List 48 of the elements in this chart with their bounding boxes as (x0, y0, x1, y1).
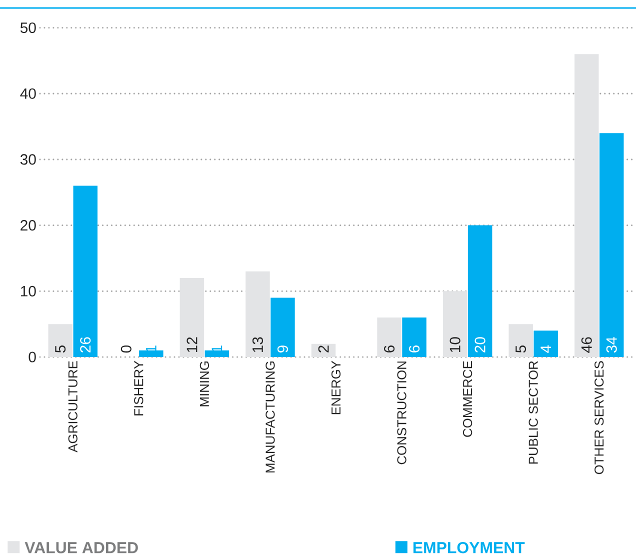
data-label: 0 (120, 345, 132, 353)
bar (534, 330, 558, 358)
data-label: 26 (80, 337, 91, 352)
data-label: 13 (252, 337, 264, 352)
y-tick-label: 0 (28, 352, 36, 362)
legend-label: VALUE ADDED (24, 542, 138, 554)
data-label: 6 (408, 346, 420, 352)
x-tick-label: MANUFACTURING (266, 361, 275, 472)
x-tick-label: FISHERY (134, 360, 144, 416)
y-tick-label: 20 (20, 220, 36, 231)
data-label: 10 (450, 337, 460, 352)
x-tick-label: OTHER SERVICES (594, 361, 604, 474)
bar (48, 324, 73, 358)
data-label: 4 (540, 345, 551, 353)
data-label: 5 (55, 345, 66, 353)
x-tick-label: CONSTRUCTION (397, 362, 406, 464)
y-tick-label: 10 (21, 286, 36, 296)
data-label: 34 (606, 336, 617, 353)
data-label: 12 (186, 337, 198, 352)
x-tick-label: MINING (200, 361, 210, 406)
bar (73, 186, 98, 358)
data-label: 5 (516, 345, 526, 353)
x-tick-label: PUBLIC SECTOR (528, 361, 538, 464)
bar (508, 324, 533, 358)
x-tick-label: ENERGY (331, 360, 341, 414)
bar (468, 225, 492, 358)
bar (204, 350, 230, 358)
data-label: 46 (581, 337, 592, 353)
bar (246, 271, 270, 358)
data-label: 6 (384, 346, 395, 352)
bar (270, 298, 295, 358)
y-tick-label: 30 (20, 154, 36, 165)
bar (139, 350, 164, 358)
bar (311, 344, 336, 358)
bar (442, 291, 468, 358)
data-label: 20 (474, 337, 486, 352)
bar (574, 54, 599, 358)
x-tick-label: AGRICULTURE (68, 361, 78, 452)
bar (599, 133, 624, 358)
x-tick-label: COMMERCE (462, 361, 472, 437)
bar (180, 278, 204, 358)
legend-label: EMPLOYMENT (413, 542, 525, 554)
bar (377, 317, 402, 358)
data-label: 2 (318, 346, 329, 352)
y-tick-label: 50 (20, 22, 36, 34)
data-label: 9 (277, 346, 288, 352)
y-tick-label: 40 (20, 88, 36, 99)
bar (402, 317, 426, 358)
